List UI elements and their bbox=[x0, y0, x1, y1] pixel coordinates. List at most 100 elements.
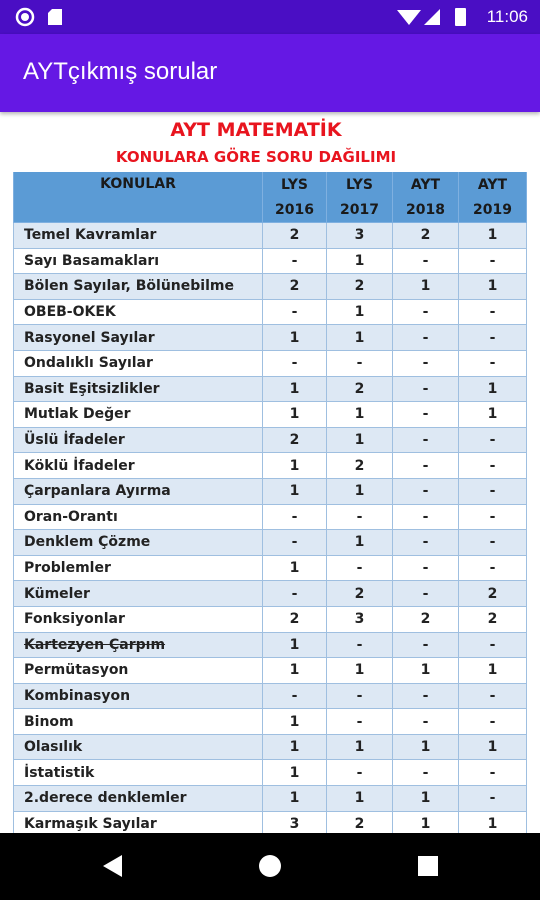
topic-cell: Basit Eşitsizlikler bbox=[13, 376, 263, 403]
count-cell: - bbox=[393, 299, 459, 326]
topic-label: İstatistik bbox=[24, 764, 95, 781]
count-cell: 1 bbox=[263, 402, 327, 428]
topic-label: Çarpanlara Ayırma bbox=[24, 483, 171, 500]
topic-label: Kombinasyon bbox=[24, 687, 131, 704]
status-bar: 11:06 bbox=[0, 0, 540, 34]
count-cell: 1 bbox=[459, 223, 527, 249]
topic-cell: Mutlak Değer bbox=[13, 402, 263, 428]
topic-cell: Kartezyen Çarpım bbox=[13, 632, 263, 659]
count-cell: 1 bbox=[327, 478, 393, 505]
table-row: Mutlak Değer 1 1-1 bbox=[13, 402, 527, 428]
recents-button[interactable] bbox=[418, 856, 438, 876]
count-cell: - bbox=[327, 760, 393, 787]
count-cell: 1 bbox=[327, 786, 393, 812]
topic-cell: Fonksiyonlar bbox=[13, 606, 263, 633]
count-cell: 2 bbox=[327, 274, 393, 300]
table-row: Denklem Çözme -1- - bbox=[13, 530, 527, 556]
topic-label: Oran-Orantı bbox=[24, 508, 118, 525]
table-row: Oran-Orantı - - - - bbox=[13, 504, 527, 531]
count-cell: 1 bbox=[263, 453, 327, 479]
count-cell: 1 bbox=[263, 786, 327, 812]
count-cell: 1 bbox=[327, 402, 393, 428]
count-cell: 3 bbox=[327, 223, 393, 249]
topic-cell: Kombinasyon bbox=[13, 683, 263, 710]
count-cell: 1 bbox=[459, 376, 527, 403]
count-cell: - bbox=[459, 709, 527, 735]
count-cell: 1 bbox=[327, 248, 393, 275]
count-cell: - bbox=[263, 350, 327, 377]
count-cell: - bbox=[459, 504, 527, 531]
count-cell: - bbox=[393, 350, 459, 377]
count-cell: 1 bbox=[327, 427, 393, 454]
count-cell: 1 bbox=[327, 734, 393, 761]
topic-cell: Permütasyon bbox=[13, 658, 263, 684]
count-cell: - bbox=[327, 709, 393, 735]
count-cell: - bbox=[327, 632, 393, 659]
header-cell: LYS 2016 bbox=[263, 172, 327, 223]
topic-cell: Temel Kavramlar bbox=[13, 223, 263, 249]
count-cell: - bbox=[393, 555, 459, 582]
header-cell: AYT 2018 bbox=[393, 172, 459, 223]
status-icons bbox=[15, 7, 466, 27]
count-cell: - bbox=[393, 478, 459, 505]
table-row: Olasılık 1 1 1 1 bbox=[13, 734, 527, 761]
exam-label: LYS bbox=[281, 176, 308, 193]
count-cell: - bbox=[393, 376, 459, 403]
year-label: 2016 bbox=[275, 201, 314, 218]
topic-label: OBEB-OKEK bbox=[24, 304, 116, 321]
count-cell: 1 bbox=[393, 658, 459, 684]
count-cell: 1 bbox=[393, 734, 459, 761]
count-cell: 2 bbox=[263, 274, 327, 300]
table: KONULAR LYS 2016 LYS 2017 AYT 2018 AYT 2019 Temel… bbox=[13, 172, 527, 833]
table-row: Bölen Sayılar, Bölünebilme 2 2 1 1 bbox=[13, 274, 527, 300]
count-cell: 2 bbox=[459, 581, 527, 607]
year-label: 2019 bbox=[473, 201, 512, 218]
count-cell: - bbox=[327, 683, 393, 710]
count-cell: - bbox=[459, 427, 527, 454]
nav-icons bbox=[103, 855, 438, 877]
count-cell: - bbox=[263, 581, 327, 607]
topic-cell: Denklem Çözme bbox=[13, 530, 263, 556]
table-row: Kartezyen Çarpım 1- - - bbox=[13, 632, 527, 659]
table-row: Temel Kavramlar 2 3 2 1 bbox=[13, 223, 527, 249]
table-row: Basit Eşitsizlikler 1 2-1 bbox=[13, 376, 527, 403]
count-cell: 1 bbox=[263, 658, 327, 684]
table-row: Sayı Basamakları -1- - bbox=[13, 248, 527, 275]
count-cell: 1 bbox=[263, 709, 327, 735]
topic-cell: 2.derece denklemler bbox=[13, 786, 263, 812]
table-row: Çarpanlara Ayırma 1 1- - bbox=[13, 478, 527, 505]
topic-cell: Oran-Orantı bbox=[13, 504, 263, 531]
home-button[interactable] bbox=[259, 855, 281, 877]
topic-cell: Rasyonel Sayılar bbox=[13, 325, 263, 351]
count-cell: 1 bbox=[459, 402, 527, 428]
count-cell: - bbox=[263, 530, 327, 556]
count-cell: - bbox=[393, 683, 459, 710]
table-row: Karmaşık Sayılar 3 2 1 1 bbox=[13, 811, 527, 833]
count-cell: - bbox=[459, 478, 527, 505]
count-cell: 2 bbox=[263, 427, 327, 454]
table-row: OBEB-OKEK -1- - bbox=[13, 299, 527, 326]
topic-label: Kümeler bbox=[24, 585, 90, 602]
table-row: Üslü İfadeler 2 1- - bbox=[13, 427, 527, 454]
exam-label: LYS bbox=[346, 176, 373, 193]
count-cell: 1 bbox=[263, 478, 327, 505]
topic-label: Sayı Basamakları bbox=[24, 252, 160, 269]
header-row: KONULAR LYS 2016 LYS 2017 AYT 2018 AYT 2019 bbox=[13, 172, 527, 223]
count-cell: - bbox=[393, 248, 459, 275]
count-cell: - bbox=[327, 555, 393, 582]
topic-label: Denklem Çözme bbox=[24, 534, 151, 551]
count-cell: - bbox=[263, 299, 327, 326]
count-cell: 2 bbox=[327, 811, 393, 833]
count-cell: 1 bbox=[459, 658, 527, 684]
count-cell: - bbox=[393, 632, 459, 659]
count-cell: - bbox=[393, 530, 459, 556]
count-cell: - bbox=[459, 555, 527, 582]
topic-label: Köklü İfadeler bbox=[24, 457, 135, 474]
back-button[interactable] bbox=[103, 855, 122, 877]
table-row: Permütasyon 1 1 1 1 bbox=[13, 658, 527, 684]
count-cell: - bbox=[459, 530, 527, 556]
table-row: Fonksiyonlar 2 3 2 2 bbox=[13, 606, 527, 633]
count-cell: - bbox=[459, 299, 527, 326]
count-cell: 1 bbox=[263, 555, 327, 582]
